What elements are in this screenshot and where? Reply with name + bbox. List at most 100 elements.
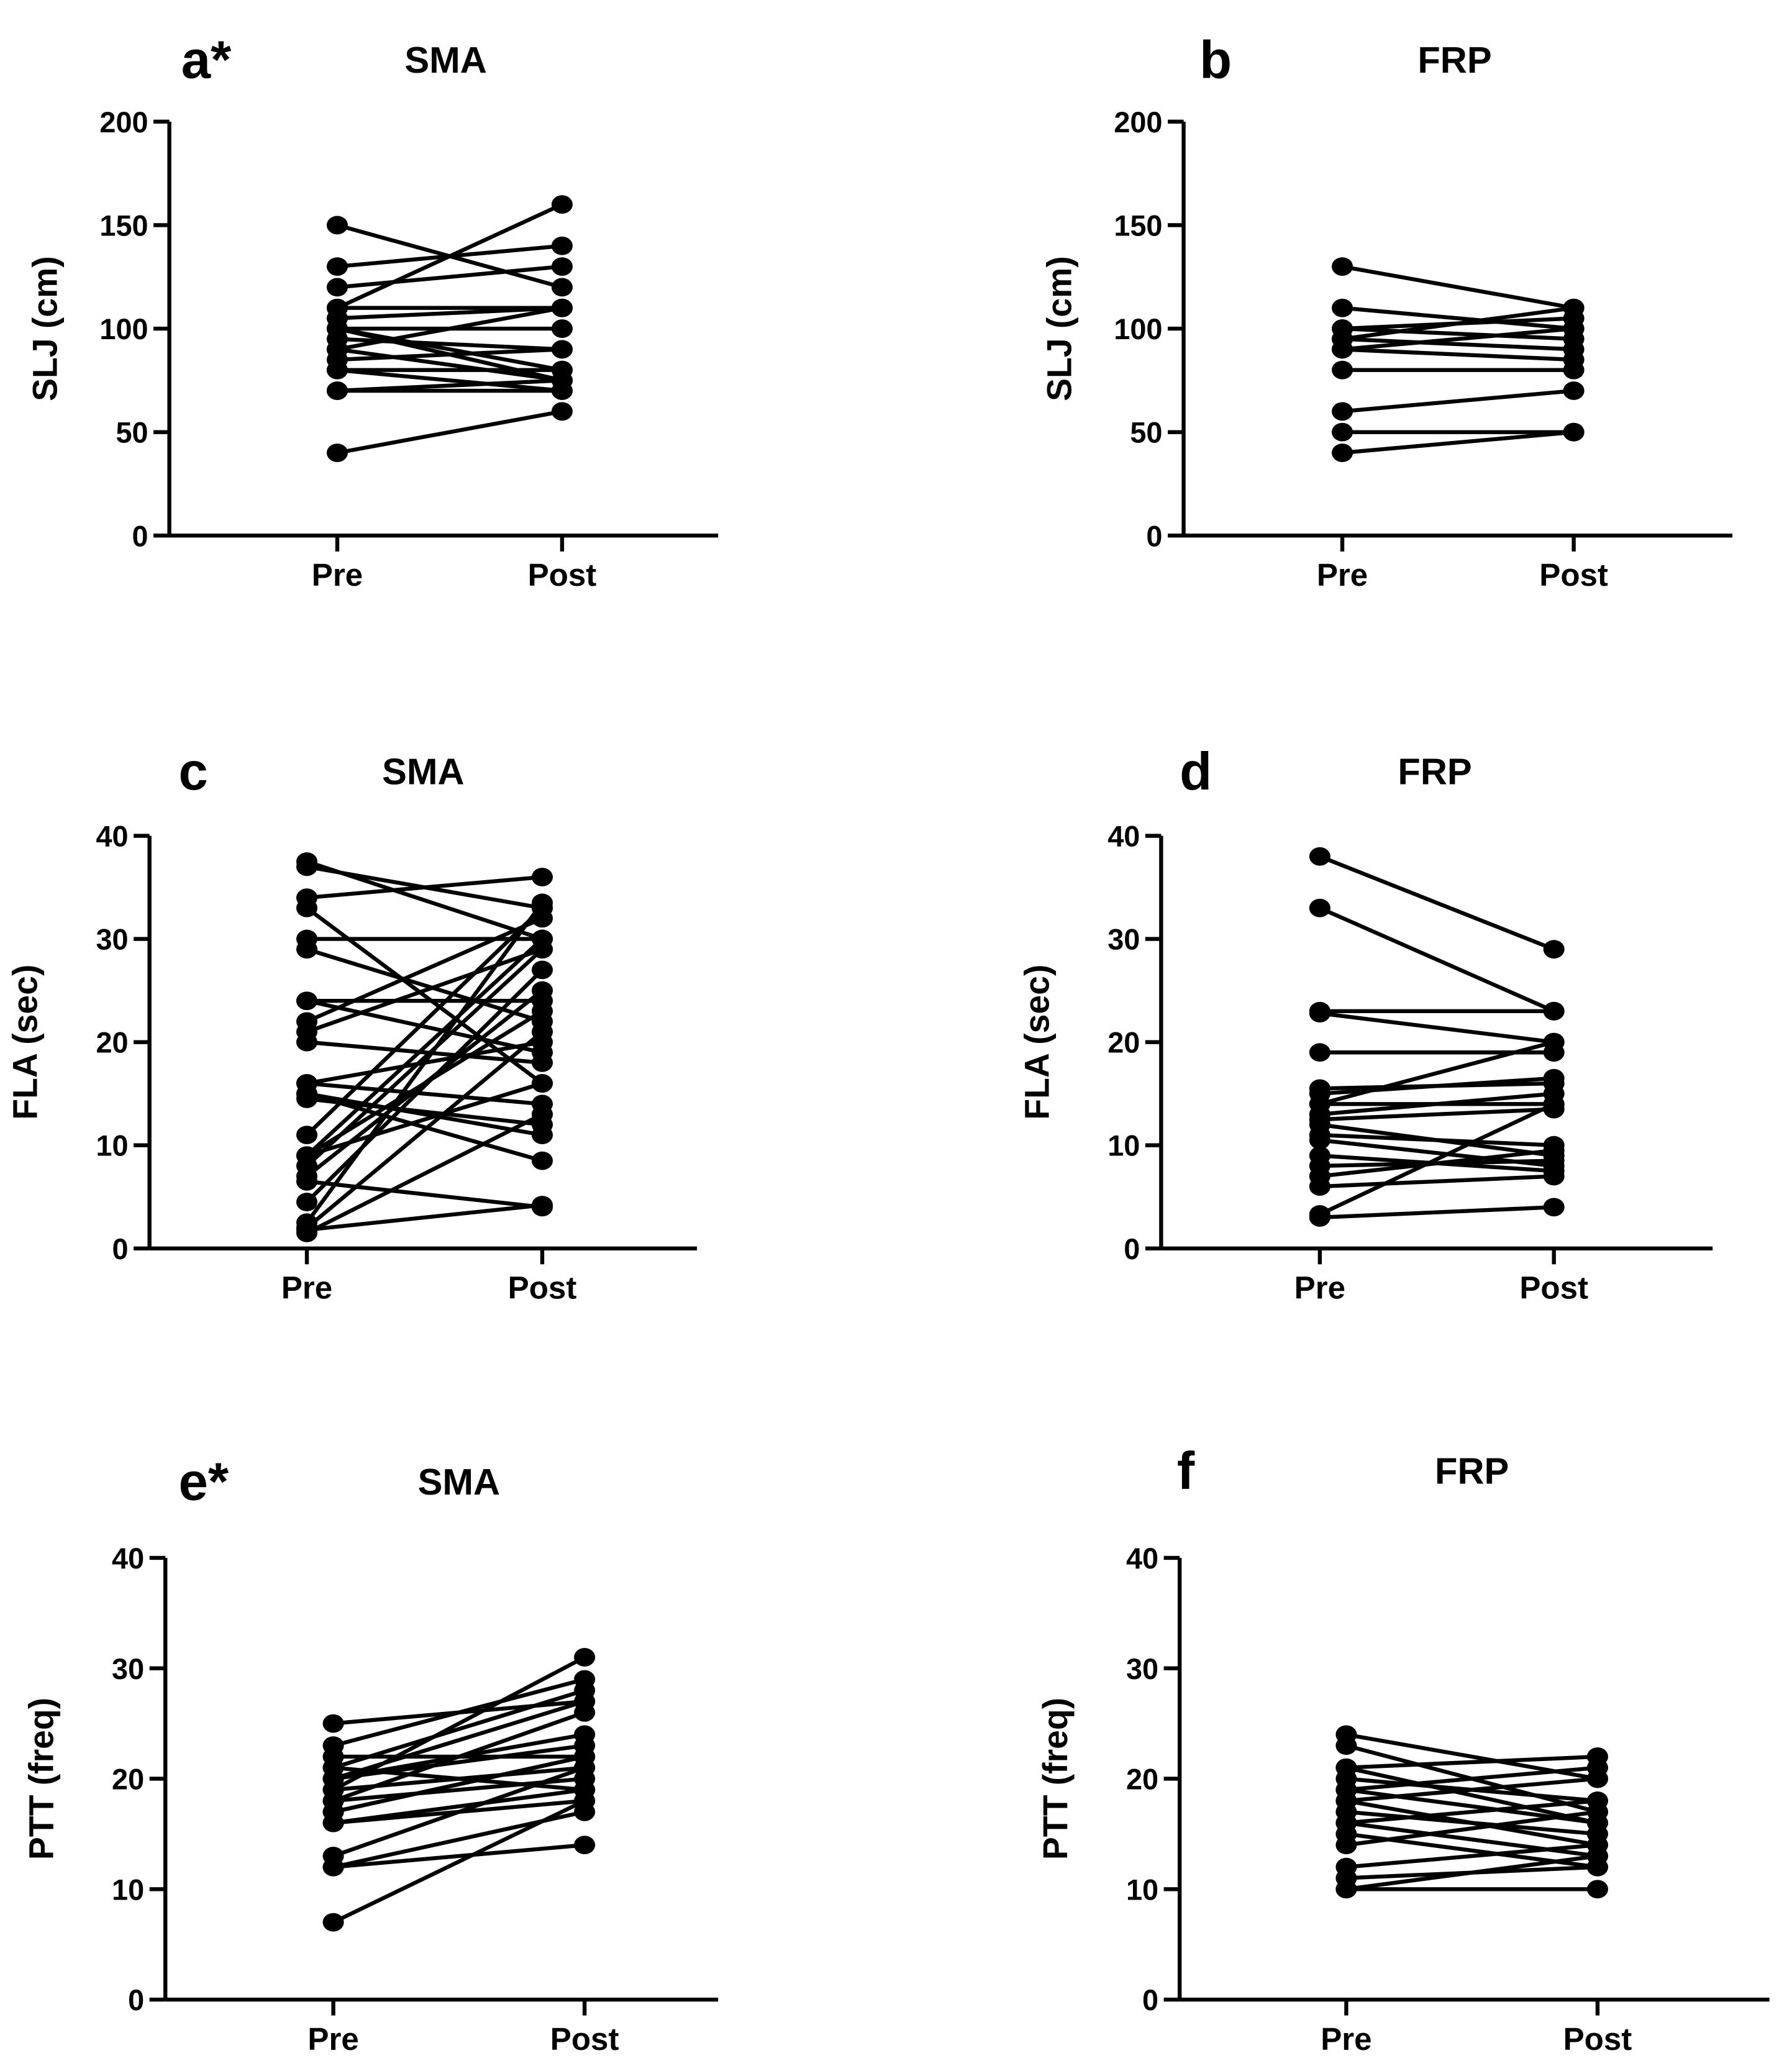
point <box>296 1126 318 1145</box>
point <box>551 278 573 297</box>
point <box>531 1104 553 1124</box>
pair-line <box>306 1179 543 1209</box>
pairs <box>1309 847 1565 1227</box>
y-tick-label: 20 <box>1107 1027 1140 1059</box>
point <box>296 991 318 1011</box>
chart-title: FRP <box>1435 1450 1509 1492</box>
point <box>531 960 553 980</box>
point <box>531 1196 553 1214</box>
pair-line <box>305 937 544 1157</box>
pair-line <box>332 1754 585 1814</box>
pair-line <box>1319 1132 1554 1147</box>
y-axis-label: FLA (sec) <box>6 965 45 1120</box>
pair-line <box>306 1113 544 1235</box>
y-tick-label: 10 <box>96 1130 129 1162</box>
y-tick-label: 30 <box>1126 1653 1158 1685</box>
pair-line <box>1319 854 1555 952</box>
pair-line <box>305 901 544 1224</box>
pair-line <box>1346 1798 1598 1825</box>
point <box>1332 360 1353 380</box>
point <box>296 940 318 959</box>
pair-line <box>306 947 544 1034</box>
point <box>1332 257 1353 276</box>
x-tick-label: Pre <box>307 2021 358 2057</box>
y-tick-label: 30 <box>1107 924 1140 956</box>
pair-line <box>337 409 563 455</box>
point <box>1332 422 1353 442</box>
y-tick-label: 40 <box>96 821 129 853</box>
pair-line <box>332 1765 586 1858</box>
point <box>1309 1004 1330 1023</box>
panel-label: b <box>1199 31 1232 90</box>
point <box>1543 1001 1565 1021</box>
pair-line <box>1319 1091 1554 1117</box>
y-tick-label: 0 <box>132 520 148 552</box>
point <box>531 868 553 886</box>
pair-line <box>1342 326 1574 341</box>
point <box>1586 1880 1608 1899</box>
pair-line <box>306 875 543 900</box>
pair-line <box>1342 264 1575 310</box>
x-tick-label: Pre <box>1294 1270 1345 1306</box>
point <box>551 340 573 359</box>
pair-line <box>337 326 563 383</box>
pair-line <box>305 906 544 1137</box>
point <box>322 1913 344 1932</box>
point <box>1309 898 1330 917</box>
chart-title: SMA <box>382 750 464 792</box>
chart-title: FRP <box>1398 750 1471 792</box>
pair-line <box>306 1091 543 1137</box>
pair-line <box>1342 306 1574 331</box>
y-tick-label: 0 <box>1146 520 1162 552</box>
point <box>1332 444 1353 462</box>
point <box>531 1022 553 1041</box>
point <box>1309 1208 1330 1227</box>
x-tick-label: Pre <box>312 557 363 593</box>
point <box>296 1146 318 1165</box>
pair-line <box>333 1842 585 1869</box>
x-tick-label: Post <box>528 557 597 593</box>
pair-line <box>333 1743 585 1781</box>
pair-line <box>1319 1107 1554 1122</box>
y-tick-label: 10 <box>1107 1130 1140 1162</box>
point <box>531 893 553 913</box>
y-tick-label: 100 <box>99 313 148 345</box>
x-tick-label: Pre <box>1321 2021 1371 2057</box>
y-tick-label: 150 <box>99 209 148 242</box>
point <box>296 898 318 917</box>
pairs <box>322 1648 596 1932</box>
pair-line <box>1319 1040 1555 1106</box>
point <box>1586 1769 1608 1788</box>
pair-line <box>1346 1842 1598 1869</box>
x-tick-label: Post <box>1539 557 1608 593</box>
y-tick-label: 50 <box>1130 417 1162 449</box>
pair-line <box>1319 1102 1555 1216</box>
pair-line <box>1319 1148 1555 1178</box>
y-tick-label: 0 <box>112 1233 129 1265</box>
y-tick-label: 30 <box>112 1653 144 1685</box>
point <box>574 1747 596 1766</box>
point <box>1543 1032 1565 1052</box>
y-tick-label: 40 <box>1107 821 1140 853</box>
point <box>1543 1167 1565 1186</box>
point <box>1335 1880 1357 1899</box>
point <box>296 1172 318 1191</box>
x-tick-label: Post <box>1519 1270 1588 1306</box>
point <box>551 257 573 276</box>
point <box>296 1220 318 1239</box>
point <box>551 402 573 421</box>
pair-line <box>306 1040 543 1065</box>
point <box>1543 1095 1565 1114</box>
y-tick-label: 200 <box>1114 106 1162 139</box>
point <box>531 940 553 959</box>
point <box>531 1001 553 1021</box>
point <box>296 1032 318 1052</box>
chart-title: SMA <box>418 1461 500 1503</box>
chart-title: FRP <box>1417 39 1491 81</box>
pair-line <box>305 1030 544 1230</box>
pair-line <box>1319 1076 1554 1096</box>
y-tick-label: 40 <box>112 1542 144 1575</box>
y-tick-label: 20 <box>96 1027 129 1059</box>
panel-label: a* <box>181 31 232 90</box>
